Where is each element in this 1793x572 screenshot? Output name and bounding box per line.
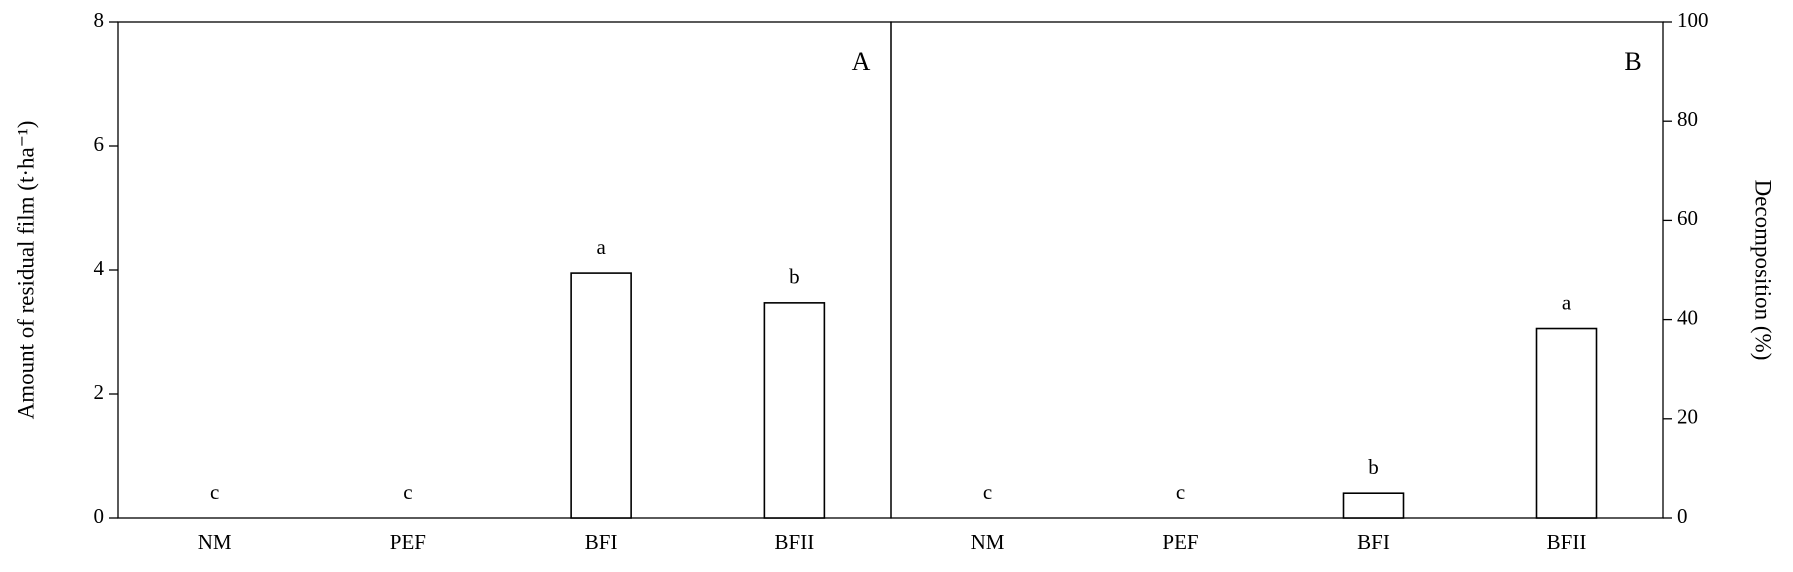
x-tick-label: PEF: [1162, 530, 1198, 554]
y-tick-label: 20: [1677, 405, 1698, 429]
significance-letter: c: [210, 480, 219, 504]
x-tick-label: BFI: [1357, 530, 1390, 554]
y-axis-label: Amount of residual film (t·ha⁻¹): [13, 121, 38, 420]
x-tick-label: BFII: [1547, 530, 1587, 554]
x-tick-label: BFI: [585, 530, 618, 554]
significance-letter: c: [983, 480, 992, 504]
x-tick-label: BFII: [775, 530, 815, 554]
y-axis-label: Decomposition (%): [1751, 180, 1776, 361]
panel-label: A: [852, 47, 871, 76]
significance-letter: b: [789, 265, 800, 289]
x-tick-label: PEF: [390, 530, 426, 554]
panel-label: B: [1624, 47, 1641, 76]
x-tick-label: NM: [198, 530, 232, 554]
y-tick-label: 80: [1677, 107, 1698, 131]
x-tick-label: NM: [971, 530, 1005, 554]
y-tick-label: 6: [94, 132, 105, 156]
y-tick-label: 0: [1677, 504, 1688, 528]
y-tick-label: 0: [94, 504, 105, 528]
significance-letter: a: [596, 235, 606, 259]
significance-letter: c: [403, 480, 412, 504]
y-tick-label: 40: [1677, 305, 1698, 329]
y-tick-label: 60: [1677, 206, 1698, 230]
bar: [763, 302, 826, 519]
y-tick-label: 8: [94, 8, 105, 32]
bar: [1535, 327, 1598, 519]
panel-frame: [890, 21, 1664, 519]
significance-letter: c: [1176, 480, 1185, 504]
y-tick-label: 2: [94, 380, 105, 404]
significance-letter: a: [1562, 290, 1572, 314]
y-tick-label: 100: [1677, 8, 1709, 32]
significance-letter: b: [1368, 455, 1379, 479]
bar: [1342, 492, 1405, 519]
y-tick-label: 4: [94, 256, 105, 280]
bar: [570, 272, 632, 519]
